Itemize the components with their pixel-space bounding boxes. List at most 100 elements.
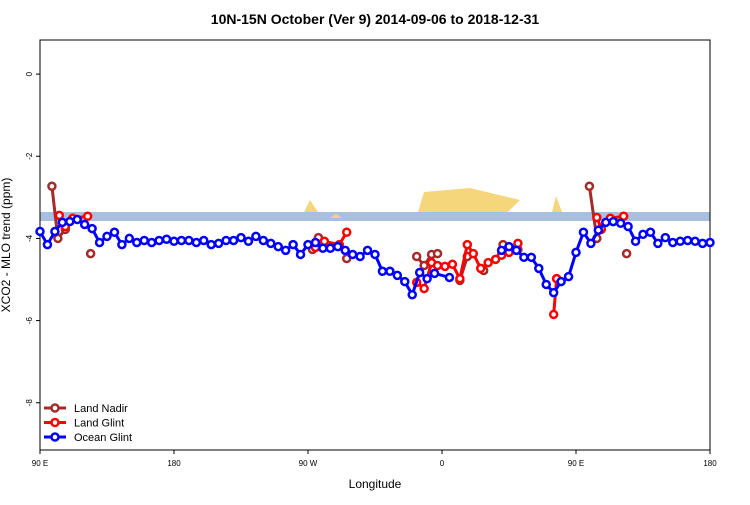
y-tick-label: 0: [25, 71, 34, 76]
data-point: [593, 225, 604, 235]
data-point: [377, 266, 388, 277]
data-point: [82, 211, 93, 221]
data-point: [79, 219, 90, 230]
data-point: [668, 237, 678, 248]
data-point: [42, 239, 53, 250]
data-point: [411, 251, 422, 262]
data-point: [653, 238, 663, 249]
data-point: [638, 229, 648, 240]
x-tick-label: 180: [167, 459, 181, 468]
data-point: [419, 283, 429, 294]
data-point: [504, 241, 514, 252]
data-point: [362, 245, 373, 256]
data-point: [440, 261, 450, 272]
data-point: [623, 221, 633, 232]
data-point: [310, 237, 321, 248]
chart-title: 10N-15N October (Ver 9) 2014-09-06 to 20…: [211, 11, 540, 27]
y-tick-label: -2: [25, 152, 34, 160]
data-point: [475, 263, 486, 274]
x-axis-label: Longitude: [349, 477, 402, 491]
data-point: [85, 248, 96, 259]
data-point: [419, 260, 429, 271]
data-point: [548, 287, 559, 298]
data-point: [584, 181, 595, 192]
legend-label: Land Nadir: [74, 403, 128, 415]
data-point: [615, 218, 626, 228]
data-point: [102, 231, 112, 242]
legend-label: Land Glint: [74, 418, 124, 430]
data-point: [251, 231, 261, 242]
data-point: [496, 245, 507, 256]
data-point: [370, 249, 380, 260]
data-point: [47, 181, 57, 192]
legend-marker: [50, 432, 60, 442]
data-point: [645, 227, 656, 238]
data-point: [660, 232, 671, 243]
data-point: [621, 248, 632, 259]
data-point: [444, 272, 455, 283]
y-tick-label: -6: [25, 316, 34, 324]
data-point: [72, 214, 82, 225]
data-point: [422, 273, 432, 284]
data-point: [303, 239, 313, 250]
data-point: [432, 260, 443, 271]
data-point: [236, 232, 246, 243]
data-point: [385, 266, 395, 277]
data-point: [154, 235, 164, 246]
data-point: [462, 239, 473, 250]
x-tick-label: 90 W: [299, 459, 318, 468]
data-point: [541, 279, 551, 290]
data-point: [139, 235, 149, 246]
data-point: [169, 236, 179, 247]
series-line: [38, 217, 450, 299]
x-tick-label: 90 E: [568, 459, 584, 468]
data-point: [228, 235, 239, 246]
data-point: [57, 217, 68, 228]
legend-marker: [50, 403, 60, 413]
data-point: [87, 223, 97, 234]
data-point: [213, 238, 224, 249]
data-point: [608, 216, 618, 227]
data-point: [630, 236, 641, 247]
y-axis-label: XCO2 - MLO trend (ppm): [0, 178, 13, 313]
data-point: [341, 227, 352, 238]
data-point: [690, 236, 700, 247]
data-point: [199, 235, 209, 246]
data-point: [132, 237, 142, 248]
data-point: [161, 234, 172, 244]
x-tick-label: 0: [440, 459, 445, 468]
data-point: [124, 233, 135, 244]
legend-marker: [50, 417, 60, 428]
data-point: [94, 237, 105, 248]
data-point: [601, 217, 611, 228]
data-point: [429, 268, 440, 279]
data-point: [206, 239, 216, 250]
data-point: [273, 241, 283, 252]
data-point: [483, 257, 493, 268]
legend-label: Ocean Glint: [74, 432, 132, 444]
y-tick-label: -4: [25, 234, 34, 242]
data-point: [455, 273, 465, 284]
y-tick-label: -8: [25, 399, 34, 407]
x-tick-label: 180: [703, 459, 717, 468]
data-point: [355, 251, 365, 262]
data-point: [318, 243, 328, 254]
data-point: [243, 236, 254, 247]
data-point: [221, 235, 231, 246]
data-point: [571, 247, 581, 258]
data-point: [563, 271, 574, 282]
data-point: [280, 245, 291, 256]
data-point: [65, 216, 75, 227]
data-point: [347, 249, 358, 260]
data-point: [548, 309, 559, 320]
data-point: [325, 243, 336, 254]
land-map: [304, 188, 562, 218]
data-point: [340, 245, 350, 256]
data-point: [578, 227, 589, 238]
data-point: [468, 248, 479, 259]
data-point: [447, 259, 458, 270]
data-point: [117, 239, 127, 250]
data-point: [288, 239, 298, 250]
